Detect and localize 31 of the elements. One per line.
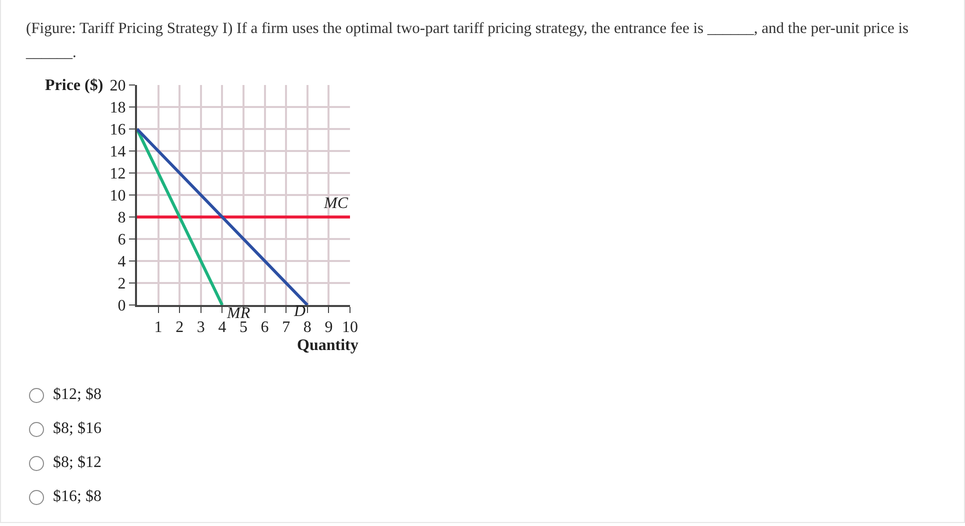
y-tick-label: 18: [110, 100, 126, 117]
y-tick-label: 2: [118, 276, 126, 293]
x-tick-label: 3: [196, 319, 205, 336]
x-tick-label: 5: [240, 319, 248, 336]
y-tick-label: 8: [118, 210, 126, 227]
y-tick-label: 20: [110, 78, 126, 95]
x-tick-label: 1: [154, 319, 162, 336]
y-tick-label: 0: [118, 298, 126, 315]
series-label: D: [293, 303, 306, 320]
x-tick-label: 9: [324, 319, 333, 336]
x-tick-label: 2: [176, 319, 184, 336]
x-tick-label: 6: [260, 319, 269, 336]
y-tick-label: 6: [118, 232, 126, 249]
text: (Figure: Tariff Pricing Strategy I) If a firm uses the optimal two-part tariff pricing strategy, the entrance fee is ______, and the per-unit price is ______.: [26, 19, 910, 63]
y-tick-label: 4: [118, 254, 126, 271]
x-tick-label: 8: [303, 319, 312, 336]
x-tick-label: 10: [342, 319, 358, 336]
text: $16; $8: [53, 488, 102, 506]
y-tick-label: 12: [110, 166, 126, 183]
y-tick-label: 10: [110, 188, 126, 205]
x-tick-label: 7: [282, 319, 290, 336]
x-axis-title: Quantity: [297, 337, 358, 354]
text: $8; $12: [53, 454, 102, 472]
series-label: MC: [323, 195, 348, 212]
text: $8; $16: [53, 420, 102, 438]
x-tick-label: 4: [218, 319, 226, 336]
text: $12; $8: [53, 386, 102, 404]
series-label: MR: [226, 305, 250, 322]
y-tick-label: 14: [110, 144, 126, 161]
y-axis-title: Price ($): [45, 77, 104, 94]
y-tick-label: 16: [110, 122, 126, 139]
